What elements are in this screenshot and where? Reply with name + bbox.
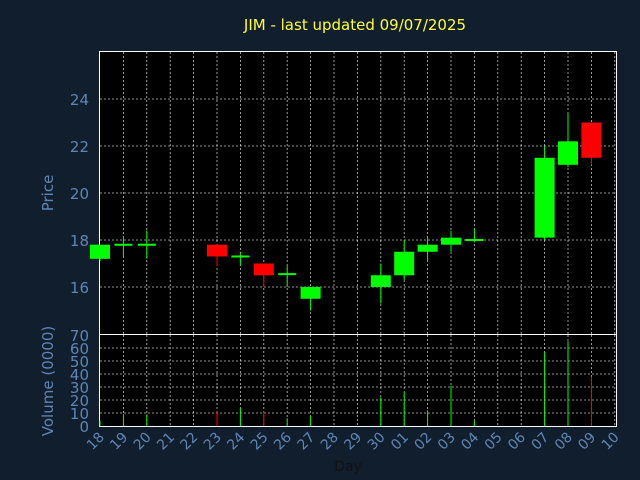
price-axis-label: Price <box>39 175 57 212</box>
candle <box>137 230 156 259</box>
candle <box>231 251 250 266</box>
chart-title: JIM - last updated 09/07/2025 <box>243 16 466 34</box>
candle <box>417 237 438 262</box>
candle-body <box>300 287 321 299</box>
price-candles <box>90 113 602 311</box>
volume-bars <box>99 341 592 426</box>
candle <box>581 122 602 165</box>
candle-body <box>558 141 578 165</box>
x-axis-label: Day <box>334 459 362 475</box>
candle <box>370 263 391 304</box>
candle <box>558 113 578 168</box>
candle-body <box>90 244 110 259</box>
candle <box>534 146 555 240</box>
price-y-tick-label: 16 <box>70 279 89 297</box>
volume-y-tick-label: 30 <box>70 379 89 397</box>
candle <box>465 228 484 243</box>
candle-body <box>394 251 415 276</box>
candle <box>90 244 110 262</box>
volume-y-tick-label: 10 <box>70 405 89 423</box>
candle-body <box>417 244 438 252</box>
volume-axis-label: Volume (0000) <box>39 326 57 436</box>
candle <box>278 265 297 287</box>
volume-y-tick-label: 60 <box>70 340 89 358</box>
volume-y-tick-label: 20 <box>70 392 89 410</box>
volume-y-tick-label: 70 <box>70 327 89 345</box>
price-y-ticks: 16 18 20 22 24 <box>70 91 89 297</box>
price-y-tick-label: 24 <box>70 91 89 109</box>
volume-y-tick-label: 50 <box>70 353 89 371</box>
volume-y-tick-label: 0 <box>79 418 89 436</box>
candle <box>253 263 274 287</box>
candle-body <box>534 157 555 238</box>
x-axis-ticks: 18 19 20 21 22 23 24 25 26 27 28 29 30 01 02 03 04 05 06 07… <box>84 429 623 453</box>
candle-body <box>581 122 602 158</box>
candle <box>207 244 227 266</box>
candle-body <box>370 275 391 287</box>
price-panel: 16 18 20 22 24 Price <box>39 51 617 335</box>
candle <box>394 240 415 280</box>
volume-plot-area <box>99 334 617 427</box>
price-y-tick-label: 20 <box>70 185 89 203</box>
candle-body <box>253 263 274 276</box>
price-y-tick-label: 22 <box>70 138 89 156</box>
candle <box>441 230 461 252</box>
price-y-tick-label: 18 <box>70 232 89 250</box>
candle-body <box>207 244 227 257</box>
candle <box>114 237 133 257</box>
candle-body <box>441 237 461 245</box>
candle <box>300 287 321 311</box>
volume-y-tick-label: 40 <box>70 366 89 384</box>
